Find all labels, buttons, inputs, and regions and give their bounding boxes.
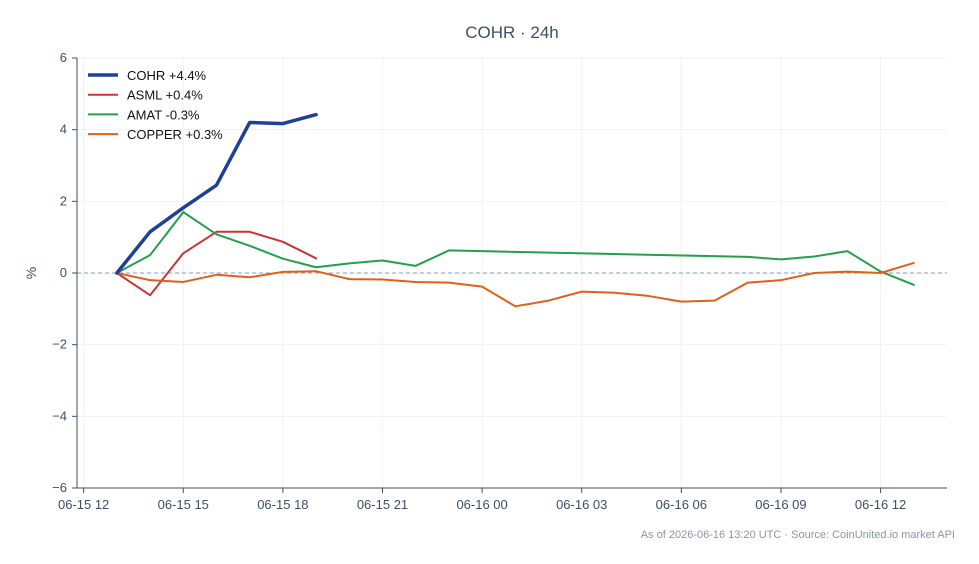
legend: COHR +4.4% ASML +0.4% AMAT -0.3% COPPER +0.… — [88, 68, 223, 142]
x-tick-label: 06-16 03 — [556, 497, 607, 512]
x-tick-label: 06-15 12 — [58, 497, 109, 512]
series-layer — [115, 112, 915, 308]
series-line-copper — [115, 261, 915, 308]
x-tick-label: 06-15 21 — [357, 497, 408, 512]
x-tick-label: 06-15 18 — [257, 497, 308, 512]
footnote: As of 2026-06-16 13:20 UTC · Source: Coi… — [641, 529, 955, 541]
legend-label-cohr: COHR +4.4% — [127, 68, 207, 83]
y-tick-label: −6 — [52, 480, 67, 495]
series-line-cohr — [115, 112, 318, 275]
y-tick-label: 2 — [60, 193, 67, 208]
y-tick-label: 6 — [60, 50, 67, 65]
y-tick-label: 0 — [60, 265, 67, 280]
chart-title: COHR · 24h — [465, 23, 559, 42]
x-tick-label: 06-16 06 — [656, 497, 707, 512]
legend-label-amat: AMAT -0.3% — [127, 107, 200, 122]
legend-label-copper: COPPER +0.3% — [127, 127, 223, 142]
y-axis-label: % — [23, 267, 39, 279]
y-tick-label: −2 — [52, 337, 67, 352]
axis-layer: 6 4 2 0 −2 −4 −6 06-15 12 06-15 15 06-15 18 06-15 … — [52, 50, 947, 512]
y-tick-label: −4 — [52, 408, 67, 423]
x-tick-label: 06-16 00 — [456, 497, 507, 512]
series-line-amat — [115, 211, 915, 286]
x-tick-label: 06-15 15 — [158, 497, 209, 512]
series-line-asml — [115, 230, 318, 297]
x-tick-label: 06-16 12 — [855, 497, 906, 512]
x-tick-label: 06-16 09 — [755, 497, 806, 512]
legend-label-asml: ASML +0.4% — [127, 88, 203, 103]
y-tick-label: 4 — [60, 122, 67, 137]
